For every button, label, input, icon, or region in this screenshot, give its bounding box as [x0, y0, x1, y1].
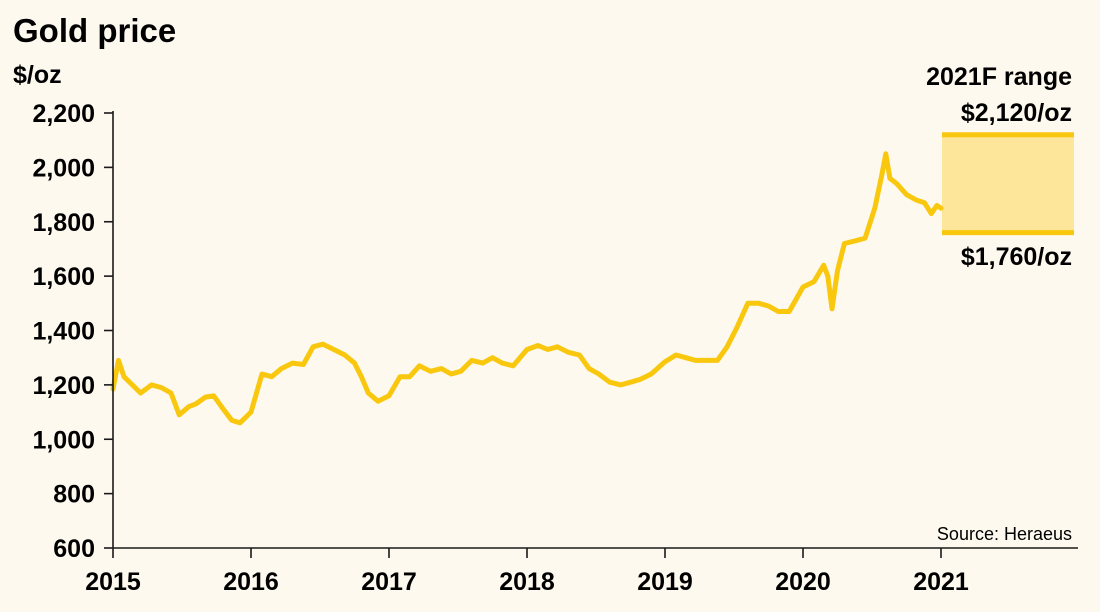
forecast-high-label: $2,120/oz [961, 99, 1072, 127]
y-tick-label: 1,000 [32, 426, 95, 454]
y-tick-label: 2,200 [32, 100, 95, 128]
x-tick-label: 2020 [775, 568, 831, 596]
forecast-low-label: $1,760/oz [961, 243, 1072, 271]
y-tick-label: 2,000 [32, 154, 95, 182]
x-tick-label: 2017 [361, 568, 417, 596]
y-tick-label: 800 [53, 481, 95, 509]
forecast-range-band [942, 132, 1074, 236]
x-tick-label: 2015 [85, 568, 141, 596]
y-tick-label: 1,800 [32, 209, 95, 237]
x-tick-label: 2019 [637, 568, 693, 596]
axes [112, 111, 1078, 549]
y-axis-ticks: 600 800 1,000 1,200 1,400 1,600 1,800 2,000 2,20… [32, 100, 113, 563]
y-tick-label: 600 [53, 535, 95, 563]
x-axis-ticks: 2015 2016 2017 2018 2019 2020 2021 [85, 548, 969, 596]
y-tick-label: 1,600 [32, 263, 95, 291]
y-tick-label: 1,400 [32, 318, 95, 346]
forecast-range-fill [942, 134, 1074, 233]
y-axis-unit-label: $/oz [13, 61, 62, 89]
source-note: Source: Heraeus [937, 524, 1072, 544]
x-tick-label: 2018 [499, 568, 555, 596]
x-tick-label: 2016 [223, 568, 279, 596]
forecast-range-title: 2021F range [926, 63, 1072, 91]
chart-title: Gold price [13, 12, 176, 49]
gold-price-line [110, 151, 944, 426]
x-tick-label: 2021 [913, 568, 969, 596]
y-tick-label: 1,200 [32, 372, 95, 400]
